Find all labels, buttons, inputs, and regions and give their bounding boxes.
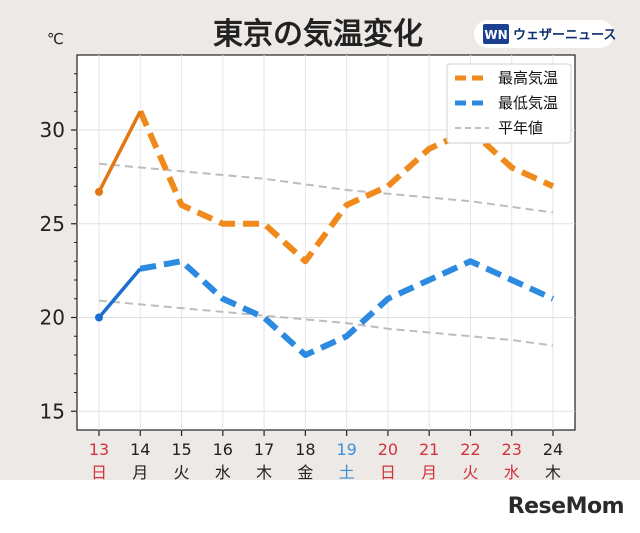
legend: 最高気温 最低気温 平年値 [446, 63, 572, 144]
legend-label-high: 最高気温 [498, 69, 558, 87]
y-tick-label: 15 [40, 399, 65, 423]
x-tick-label-weekday: 水 [504, 463, 520, 480]
x-tick-label-date: 18 [295, 440, 315, 459]
x-tick-label-weekday: 月 [132, 463, 148, 480]
x-tick-label-date: 20 [378, 440, 398, 459]
x-tick-label-weekday: 木 [545, 463, 561, 480]
x-tick-label-date: 22 [460, 440, 480, 459]
x-tick-label-weekday: 木 [256, 463, 272, 480]
x-tick-label-weekday: 火 [174, 463, 190, 480]
legend-box [446, 63, 572, 144]
x-tick-label-date: 17 [254, 440, 274, 459]
series-line-high-actual [97, 110, 142, 193]
series-line-normal [98, 162, 554, 214]
x-tick-label-date: 14 [130, 440, 150, 459]
x-tick-label-date: 16 [213, 440, 233, 459]
x-tick-label-weekday: 火 [462, 463, 478, 480]
provider-logo: WN ウェザーニュース [474, 20, 616, 48]
legend-label-low: 最低気温 [498, 94, 558, 112]
series-line-normal [98, 299, 554, 347]
x-tick-label-date: 23 [502, 440, 522, 459]
x-tick-label-weekday: 金 [297, 463, 313, 480]
temperature-chart: 東京の気温変化 ℃ WN ウェザーニュース 1520253013日14月15火1… [39, 17, 617, 480]
legend-label-normal: 平年値 [498, 119, 543, 137]
footer-bar: ReseMom [0, 480, 640, 533]
x-tick-label-date: 21 [419, 440, 439, 459]
series-line-low-forecast [139, 258, 555, 358]
y-tick-label: 20 [40, 306, 65, 330]
series-line-low-actual [97, 267, 142, 319]
x-tick-label-date: 15 [171, 440, 191, 459]
provider-logo-mark: WN [484, 28, 507, 42]
x-tick-label-weekday: 水 [215, 463, 231, 480]
y-tick-label: 30 [40, 118, 65, 142]
provider-logo-mark-bg [483, 24, 509, 44]
unit-label: ℃ [47, 30, 64, 48]
provider-logo-text: ウェザーニュース [513, 28, 616, 43]
axis-ticks: 15 20 25 30 13 日 14 月 15 火 16 水 17 木 18 金 19 土 20 日 21 月 22 火 23… [40, 73, 563, 480]
x-tick-label-weekday: 土 [339, 463, 355, 480]
x-tick-label-weekday: 月 [421, 463, 437, 480]
site-logo: ReseMom [507, 494, 625, 519]
x-tick-label-weekday: 日 [380, 463, 396, 480]
series-point-high-start [95, 187, 103, 196]
series-group [95, 110, 555, 358]
x-tick-label-date: 19 [336, 440, 356, 459]
x-tick-label-date: 24 [543, 440, 563, 459]
x-tick-label-weekday: 日 [91, 463, 107, 480]
y-tick-label: 25 [40, 212, 65, 236]
series-line-high-forecast [137, 110, 555, 265]
series-point-low-start [95, 313, 103, 322]
x-tick-label-date: 13 [89, 440, 109, 459]
chart-title: 東京の気温変化 [213, 17, 423, 52]
